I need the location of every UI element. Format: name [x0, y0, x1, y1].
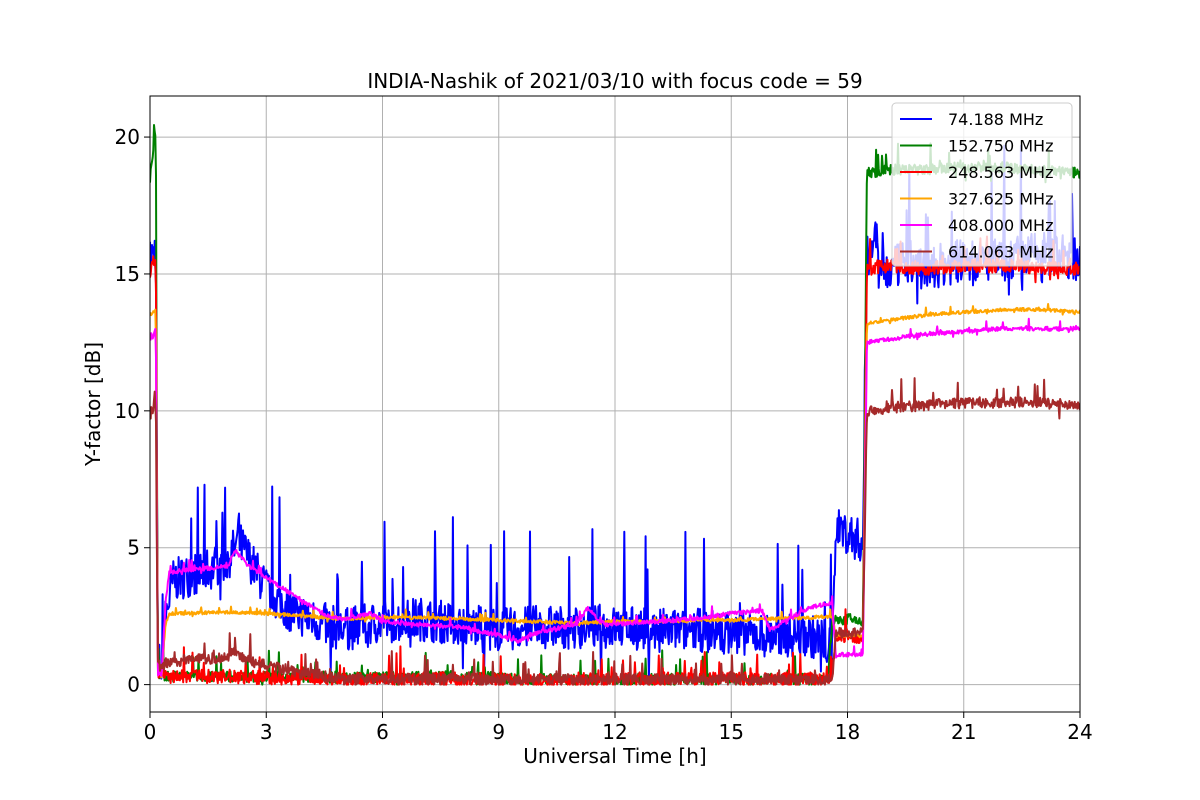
x-tick-label: 9 [492, 720, 505, 744]
x-tick-label: 12 [602, 720, 627, 744]
x-tick-label: 6 [376, 720, 389, 744]
series-line-5 [150, 377, 1080, 686]
legend-label: 248.563 MHz [948, 163, 1053, 182]
x-tick-label: 24 [1067, 720, 1092, 744]
legend-label: 408.000 MHz [948, 216, 1053, 235]
legend-box [891, 102, 1073, 267]
y-axis-label: Y-factor [dB] [81, 342, 105, 467]
x-axis-label: Universal Time [h] [523, 744, 706, 768]
legend-label: 327.625 MHz [948, 190, 1053, 209]
y-tick-label: 10 [115, 399, 140, 423]
x-tick-label: 21 [951, 720, 976, 744]
legend: 74.188 MHz 152.750 MHz 248.563 MHz 327.625 … [891, 102, 1073, 267]
y-tick-label: 20 [115, 125, 140, 149]
y-tick-label: 15 [115, 262, 140, 286]
x-tick-label: 18 [835, 720, 860, 744]
y-tick-label: 0 [127, 673, 140, 697]
x-tick-label: 0 [144, 720, 157, 744]
chart-title: INDIA-Nashik of 2021/03/10 with focus co… [367, 69, 862, 93]
y-tick-label: 5 [127, 536, 140, 560]
series-line-4 [150, 317, 1080, 677]
legend-label: 152.750 MHz [948, 137, 1053, 156]
legend-label: 74.188 MHz [948, 110, 1043, 129]
x-tick-label: 15 [719, 720, 744, 744]
ticks: 0 3 6 9 12 15 18 21 24 0 5 10 15 20 [115, 125, 1093, 744]
x-tick-label: 3 [260, 720, 273, 744]
legend-label: 614.063 MHz [948, 243, 1053, 262]
